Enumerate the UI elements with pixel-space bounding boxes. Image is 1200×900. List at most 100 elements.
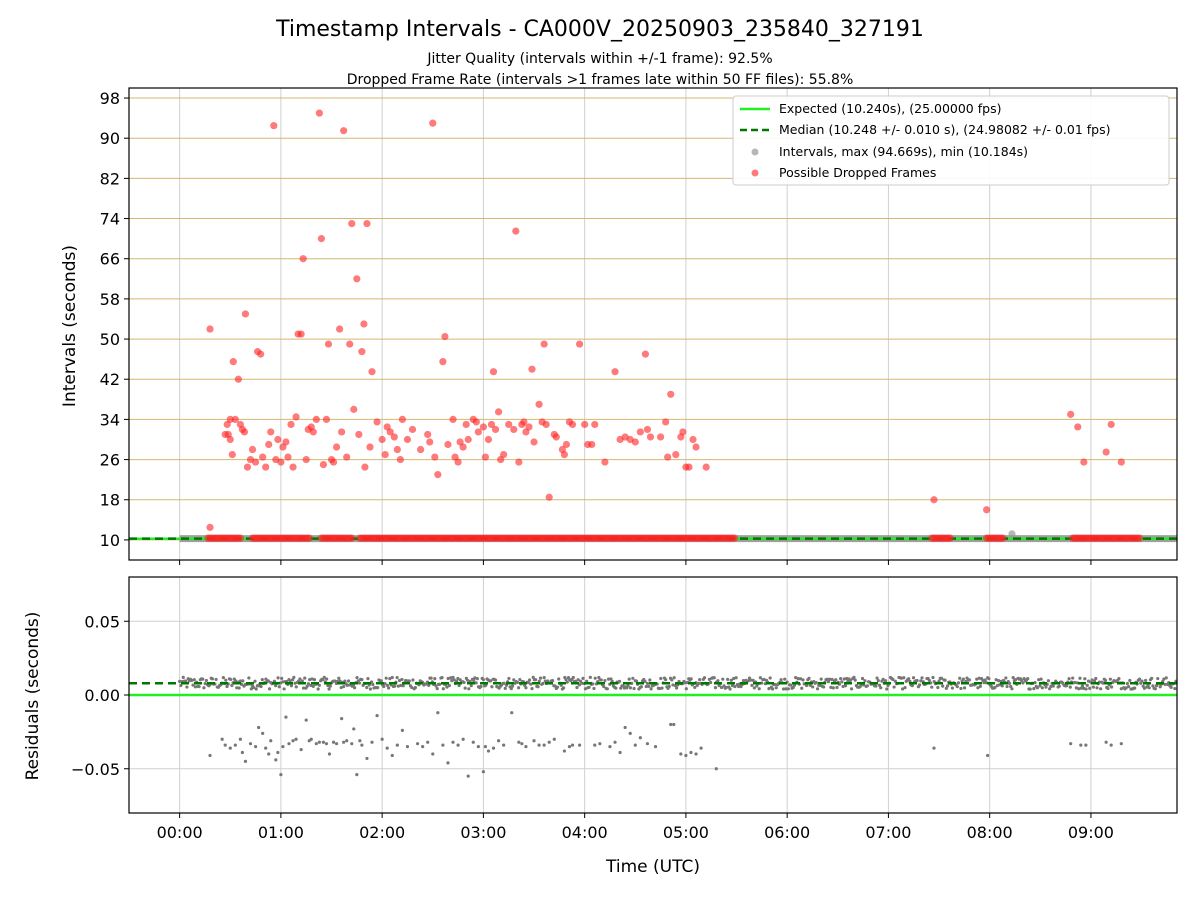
residual-point — [1020, 678, 1024, 683]
residual-point — [571, 675, 575, 680]
legend-box — [732, 95, 1170, 186]
residual-point — [634, 679, 639, 683]
residual-point — [524, 686, 528, 690]
residual-point — [287, 742, 291, 746]
residual-point — [1079, 686, 1083, 690]
residual-point — [248, 742, 253, 746]
residual-point — [536, 685, 540, 689]
residual-point — [1013, 678, 1018, 682]
dropped-frame-point — [234, 375, 242, 383]
dropped-frame-point — [664, 453, 672, 461]
residual-point — [327, 752, 332, 756]
residual-point — [476, 745, 480, 749]
residual-point — [483, 745, 488, 749]
residual-point — [181, 675, 185, 679]
residual-point — [214, 677, 218, 682]
dropped-frame-point — [672, 450, 680, 459]
dropped-frame-point — [240, 428, 249, 436]
dropped-frame-point — [251, 458, 260, 466]
residual-point — [575, 685, 579, 690]
residual-point — [328, 684, 332, 688]
residual-point — [547, 740, 551, 744]
residual-point — [1164, 676, 1168, 680]
residual-point — [426, 740, 430, 744]
residual-point — [292, 675, 296, 679]
dropped-frame-point — [259, 453, 267, 461]
residual-point — [714, 767, 718, 771]
residual-point — [875, 676, 879, 680]
top-y-tick-label: 90 — [100, 129, 120, 148]
dropped-frame-point — [530, 438, 538, 446]
residual-point — [565, 680, 569, 684]
residual-point — [1074, 686, 1078, 690]
dropped-frame-point — [512, 227, 520, 235]
residual-point — [958, 676, 962, 680]
dropped-frame-point — [702, 463, 710, 471]
residual-point — [1088, 686, 1092, 690]
residual-point — [466, 678, 470, 682]
residual-point — [456, 676, 460, 681]
residual-point — [751, 678, 755, 682]
residual-point — [1037, 678, 1041, 682]
residual-point — [238, 679, 242, 683]
residual-point — [831, 686, 835, 690]
top-y-tick-label: 50 — [100, 330, 120, 349]
residual-point — [385, 683, 390, 688]
residual-point — [835, 685, 839, 690]
residual-point — [726, 677, 730, 681]
residual-point — [311, 684, 315, 688]
residual-point — [524, 745, 528, 749]
residual-point — [671, 683, 675, 687]
legend-median-label: Median (10.248 +/- 0.010 s), (24.98082 +… — [779, 122, 1110, 137]
residual-point — [463, 686, 467, 690]
residual-point — [400, 677, 404, 682]
residual-point — [456, 743, 460, 747]
dropped-frame-point — [236, 534, 244, 542]
legend-intervals-swatch — [751, 148, 759, 156]
residual-point — [672, 722, 676, 727]
residual-point — [407, 679, 411, 683]
residual-point — [920, 676, 924, 680]
residual-point — [994, 678, 998, 682]
residual-point — [517, 740, 521, 744]
residual-point — [399, 683, 403, 688]
residual-point — [293, 681, 297, 685]
residual-point — [241, 679, 245, 683]
residual-point — [415, 742, 420, 746]
dropped-frame-point — [343, 453, 351, 461]
residual-point — [825, 677, 829, 681]
residual-point — [1099, 687, 1103, 691]
top-y-tick-label: 98 — [100, 89, 120, 108]
residual-point — [647, 684, 651, 688]
residual-point — [421, 745, 425, 749]
dropped-frame-point — [305, 534, 313, 542]
dropped-frame-point — [1135, 534, 1144, 542]
residual-point — [729, 678, 733, 682]
dropped-frame-point — [312, 415, 320, 424]
residual-point — [603, 678, 607, 683]
dropped-frame-point — [500, 450, 508, 459]
residual-point — [298, 677, 302, 681]
dropped-frame-point — [983, 506, 991, 514]
residual-point — [294, 685, 298, 689]
residual-point — [907, 677, 911, 681]
residual-point — [1049, 684, 1053, 689]
dropped-frame-point — [299, 255, 307, 263]
residual-point — [334, 742, 339, 746]
residual-point — [592, 686, 596, 691]
residual-point — [387, 686, 391, 690]
residual-point — [448, 676, 453, 680]
residual-point — [228, 746, 232, 750]
residual-point — [583, 687, 588, 691]
dropped-frame-point — [611, 368, 619, 376]
residual-point — [693, 685, 697, 690]
dropped-frame-point — [390, 433, 398, 441]
residual-point — [317, 683, 321, 687]
residual-point — [664, 678, 668, 682]
residual-point — [343, 679, 347, 683]
dropped-frame-point — [459, 443, 467, 451]
residual-point — [291, 678, 295, 682]
residual-point — [606, 677, 611, 681]
residual-point — [860, 676, 865, 681]
residual-point — [257, 725, 261, 730]
